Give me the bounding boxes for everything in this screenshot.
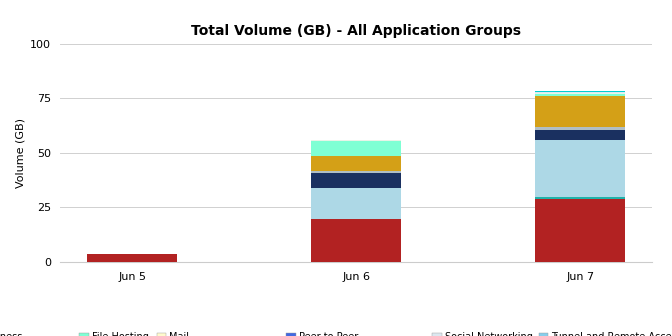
Bar: [536, 94, 625, 96]
Bar: [536, 91, 625, 92]
Bar: [311, 141, 401, 156]
Legend: Business, Database, Existing/Empty TCP, File Hosting, File Transfer, Gaming, Mai: Business, Database, Existing/Empty TCP, …: [0, 332, 672, 336]
Bar: [311, 156, 401, 171]
Bar: [311, 219, 401, 262]
Bar: [536, 130, 625, 140]
Bar: [87, 254, 177, 262]
Bar: [536, 92, 625, 93]
Y-axis label: Volume (GB): Volume (GB): [15, 118, 26, 188]
Bar: [536, 140, 625, 197]
Bar: [311, 171, 401, 173]
Bar: [536, 199, 625, 262]
Bar: [536, 93, 625, 94]
Bar: [536, 197, 625, 199]
Bar: [536, 96, 625, 127]
Bar: [311, 188, 401, 219]
Bar: [311, 140, 401, 141]
Bar: [536, 127, 625, 130]
Bar: [311, 173, 401, 188]
Title: Total Volume (GB) - All Application Groups: Total Volume (GB) - All Application Grou…: [191, 24, 521, 38]
